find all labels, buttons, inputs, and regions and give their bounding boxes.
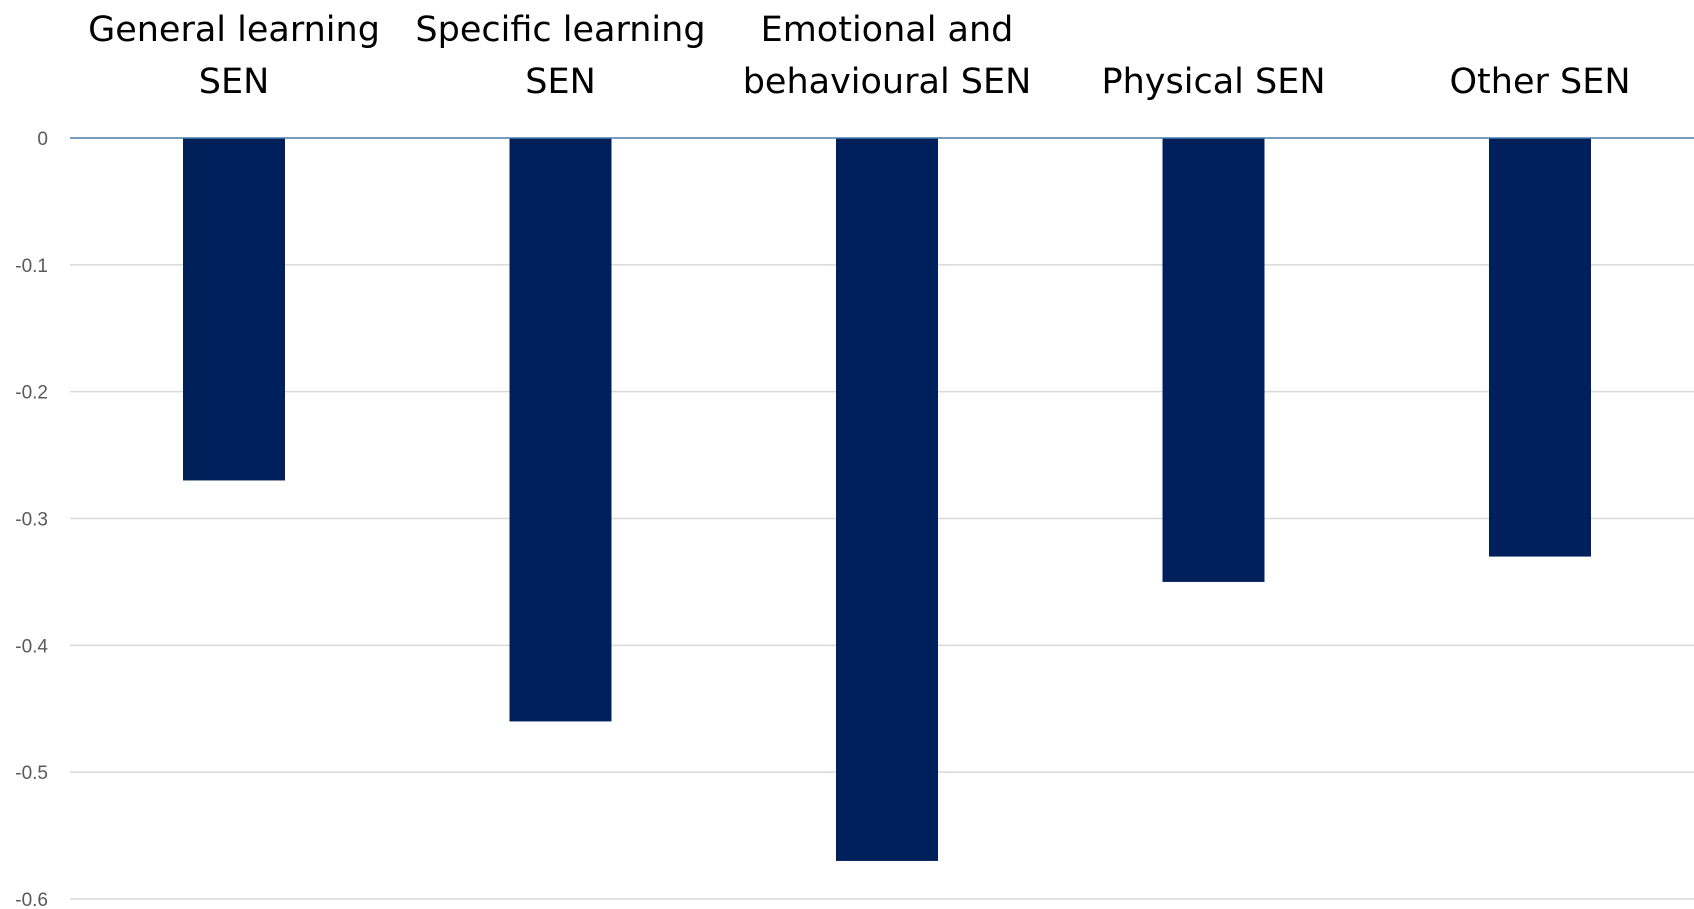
category-labels: General learning SEN Specific learning SEN E… bbox=[88, 10, 1630, 102]
category-label: Other SEN bbox=[1449, 62, 1630, 102]
y-tick-label: -0.2 bbox=[15, 383, 48, 404]
category-label: Physical SEN bbox=[1101, 62, 1325, 102]
bar bbox=[509, 138, 612, 722]
y-tick-label: -0.1 bbox=[15, 256, 48, 277]
bar bbox=[836, 138, 938, 861]
y-tick-label: -0.6 bbox=[15, 890, 48, 909]
y-tick-label: -0.4 bbox=[15, 636, 48, 657]
y-tick-label: -0.5 bbox=[15, 763, 48, 784]
y-tick-labels: 0 -0.1 -0.2 -0.3 -0.4 -0.5 -0.6 bbox=[15, 129, 48, 909]
category-label: Emotional and behavioural SEN bbox=[743, 10, 1032, 102]
category-label: Specific learning SEN bbox=[415, 10, 705, 102]
y-tick-label: -0.3 bbox=[15, 510, 48, 531]
bar bbox=[183, 138, 285, 481]
y-tick-label: 0 bbox=[37, 129, 48, 150]
bar bbox=[1162, 138, 1265, 582]
bars bbox=[183, 138, 1591, 861]
bar bbox=[1489, 138, 1591, 557]
category-label: General learning SEN bbox=[88, 10, 380, 102]
